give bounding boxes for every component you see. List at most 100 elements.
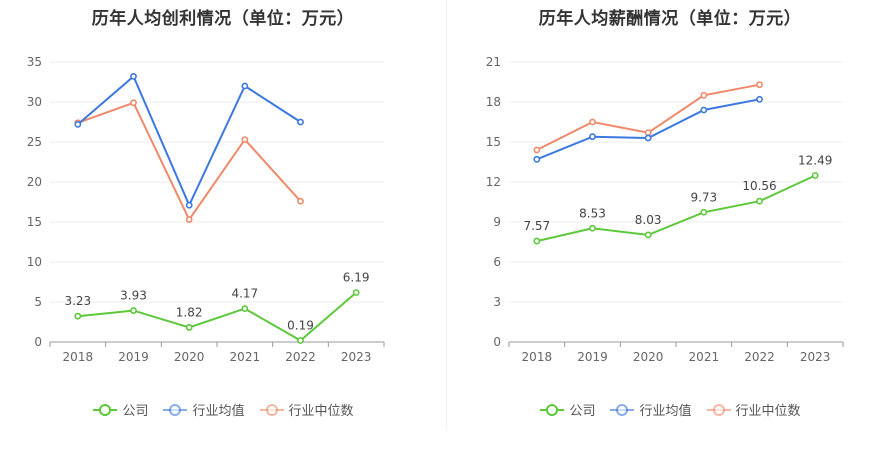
data-label: 7.57 bbox=[523, 219, 550, 233]
x-tick-label: 2022 bbox=[285, 350, 316, 364]
y-tick-label: 9 bbox=[493, 215, 501, 229]
y-tick-label: 15 bbox=[486, 135, 501, 149]
data-point-industry_median bbox=[700, 91, 708, 99]
data-point-industry_avg bbox=[700, 106, 708, 114]
salary-per-capita-panel: 历年人均薪酬情况（单位：万元） 0 3 6 9 12 15 18 21 2018 2019 2020… bbox=[447, 0, 893, 458]
chart-title: 历年人均薪酬情况（单位：万元） bbox=[538, 9, 802, 29]
y-tick-label: 20 bbox=[27, 175, 42, 189]
data-point-industry_avg bbox=[74, 121, 82, 128]
data-point-company bbox=[185, 324, 193, 331]
y-tick-label: 25 bbox=[27, 135, 42, 149]
x-tick-label: 2020 bbox=[174, 350, 205, 364]
y-tick-label: 35 bbox=[27, 55, 42, 69]
data-label: 10.56 bbox=[742, 179, 776, 193]
legend-item-industry_median[interactable]: 行业中位数 bbox=[706, 400, 801, 419]
legend-label: 行业均值 bbox=[639, 404, 692, 419]
legend-line-circle-icon bbox=[540, 403, 565, 416]
data-point-company bbox=[533, 237, 541, 245]
legend-item-industry_avg[interactable]: 行业均值 bbox=[162, 400, 245, 419]
data-label: 4.17 bbox=[231, 287, 258, 301]
data-label: 8.53 bbox=[579, 206, 606, 220]
legend-line-circle-icon bbox=[706, 403, 731, 416]
x-tick-label: 2020 bbox=[633, 350, 664, 364]
y-tick-label: 18 bbox=[486, 95, 501, 109]
x-tick-label: 2019 bbox=[577, 350, 608, 364]
x-tick-label: 2018 bbox=[522, 350, 553, 364]
data-point-industry_median bbox=[756, 81, 763, 89]
data-label: 3.93 bbox=[120, 289, 147, 303]
x-tick-label: 2023 bbox=[800, 350, 831, 364]
data-point-company bbox=[644, 231, 652, 239]
legend-line-circle-icon bbox=[93, 403, 118, 416]
data-point-company bbox=[74, 312, 82, 320]
y-tick-label: 3 bbox=[493, 295, 501, 309]
data-point-company bbox=[700, 208, 708, 216]
x-tick-label: 2021 bbox=[689, 350, 720, 364]
data-point-industry_median bbox=[589, 118, 596, 126]
data-point-industry_avg bbox=[644, 134, 652, 142]
data-point-company bbox=[241, 305, 249, 313]
data-point-industry_avg bbox=[297, 118, 304, 126]
y-tick-label: 12 bbox=[486, 175, 501, 189]
salary-per-capita-chart: 0 3 6 9 12 15 18 21 2018 2019 2020 2021 2022 2023 7.57… bbox=[486, 55, 844, 364]
series-line-industry_avg bbox=[77, 74, 302, 208]
data-point-company bbox=[130, 307, 137, 314]
y-tick-label: 21 bbox=[486, 55, 501, 69]
legend-line-circle-icon bbox=[610, 403, 635, 416]
y-tick-label: 0 bbox=[34, 335, 42, 349]
x-tick-label: 2021 bbox=[230, 350, 261, 364]
legend-label: 公司 bbox=[122, 404, 149, 419]
data-label: 12.49 bbox=[798, 153, 832, 167]
data-point-industry_median bbox=[533, 146, 541, 154]
x-tick-label: 2023 bbox=[341, 350, 372, 364]
chart-legend: 公司 行业均值 行业中位数 bbox=[0, 400, 446, 419]
legend-label: 行业均值 bbox=[192, 404, 245, 419]
series-line-company bbox=[536, 174, 816, 243]
data-point-company bbox=[297, 337, 304, 344]
data-label: 8.03 bbox=[635, 213, 662, 227]
legend-item-company[interactable]: 公司 bbox=[92, 400, 148, 419]
data-point-industry_median bbox=[644, 129, 652, 137]
data-label: 6.19 bbox=[343, 270, 370, 284]
y-tick-label: 30 bbox=[27, 95, 42, 109]
data-point-industry_avg bbox=[589, 133, 596, 141]
y-tick-label: 5 bbox=[34, 295, 42, 309]
legend-item-company[interactable]: 公司 bbox=[539, 400, 595, 419]
data-label: 0.19 bbox=[287, 318, 314, 332]
data-point-industry_median bbox=[130, 99, 137, 107]
data-point-industry_median bbox=[241, 136, 249, 143]
y-tick-label: 15 bbox=[27, 215, 42, 229]
data-point-industry_avg bbox=[756, 95, 763, 103]
legend-item-industry_avg[interactable]: 行业均值 bbox=[609, 400, 692, 419]
data-label: 1.82 bbox=[176, 305, 203, 319]
data-point-company bbox=[589, 224, 596, 232]
profit-per-capita-panel: 历年人均创利情况（单位：万元） 0 5 10 15 20 25 30 35 2018 2019 20… bbox=[0, 0, 446, 458]
legend-label: 行业中位数 bbox=[735, 404, 801, 419]
data-point-industry_median bbox=[297, 197, 304, 205]
legend-item-industry_median[interactable]: 行业中位数 bbox=[259, 400, 354, 419]
data-point-company bbox=[352, 289, 360, 296]
data-point-company bbox=[811, 172, 819, 179]
data-point-industry_avg bbox=[185, 201, 193, 209]
x-tick-label: 2022 bbox=[744, 350, 775, 364]
chart-title: 历年人均创利情况（单位：万元） bbox=[91, 9, 355, 29]
x-tick-label: 2019 bbox=[118, 350, 149, 364]
legend-line-circle-icon bbox=[163, 403, 188, 416]
y-tick-label: 10 bbox=[27, 255, 42, 269]
y-tick-label: 6 bbox=[493, 255, 501, 269]
legend-label: 公司 bbox=[569, 404, 596, 419]
data-label: 3.23 bbox=[64, 294, 91, 308]
legend-line-circle-icon bbox=[259, 403, 284, 416]
panel-divider bbox=[446, 0, 447, 430]
y-tick-label: 0 bbox=[493, 335, 501, 349]
data-point-industry_avg bbox=[533, 155, 541, 163]
chart-legend: 公司 行业均值 行业中位数 bbox=[447, 400, 893, 419]
data-point-industry_median bbox=[185, 216, 193, 223]
data-point-company bbox=[756, 197, 763, 205]
x-tick-label: 2018 bbox=[63, 350, 94, 364]
series-line-company bbox=[77, 291, 357, 342]
data-point-industry_avg bbox=[130, 73, 137, 80]
profit-per-capita-chart: 0 5 10 15 20 25 30 35 2018 2019 2020 2021 2022 2023 3.… bbox=[27, 55, 385, 364]
legend-label: 行业中位数 bbox=[288, 404, 354, 419]
data-point-industry_avg bbox=[241, 82, 249, 90]
